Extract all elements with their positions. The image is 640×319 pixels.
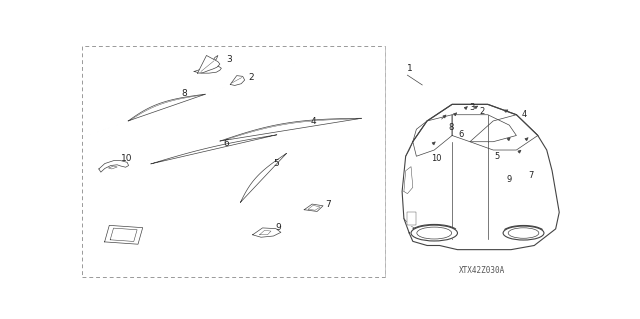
Polygon shape — [99, 160, 129, 172]
Text: 5: 5 — [494, 152, 499, 161]
Text: 2: 2 — [479, 108, 484, 116]
Text: XTX42Z030A: XTX42Z030A — [459, 266, 505, 275]
Text: 6: 6 — [458, 130, 463, 138]
Text: 4: 4 — [522, 110, 527, 119]
Text: 5: 5 — [273, 159, 279, 168]
Text: 2: 2 — [248, 73, 254, 82]
Polygon shape — [194, 56, 221, 73]
Polygon shape — [304, 204, 323, 211]
Polygon shape — [408, 212, 417, 225]
Text: 3: 3 — [469, 102, 474, 112]
Text: 4: 4 — [310, 117, 316, 126]
Text: 9: 9 — [276, 223, 281, 232]
Polygon shape — [413, 115, 452, 156]
Polygon shape — [104, 225, 143, 244]
Polygon shape — [404, 167, 413, 194]
Polygon shape — [241, 153, 287, 202]
Polygon shape — [470, 115, 538, 150]
Text: 3: 3 — [226, 55, 232, 64]
Ellipse shape — [503, 226, 544, 240]
Polygon shape — [253, 228, 281, 237]
Text: 7: 7 — [325, 200, 331, 209]
Polygon shape — [402, 104, 559, 250]
Polygon shape — [198, 56, 220, 73]
Text: 6: 6 — [223, 139, 229, 148]
Text: 8: 8 — [181, 89, 187, 98]
Polygon shape — [452, 115, 516, 142]
Text: 1: 1 — [407, 64, 413, 73]
Polygon shape — [128, 94, 205, 121]
Ellipse shape — [411, 225, 458, 241]
Text: 8: 8 — [449, 123, 454, 132]
Text: 10: 10 — [431, 154, 442, 163]
Polygon shape — [151, 135, 277, 164]
Text: 10: 10 — [122, 154, 133, 163]
Polygon shape — [230, 76, 244, 85]
Text: 9: 9 — [506, 175, 511, 184]
Polygon shape — [220, 118, 362, 141]
Bar — [83, 46, 385, 277]
Text: 7: 7 — [529, 171, 534, 180]
